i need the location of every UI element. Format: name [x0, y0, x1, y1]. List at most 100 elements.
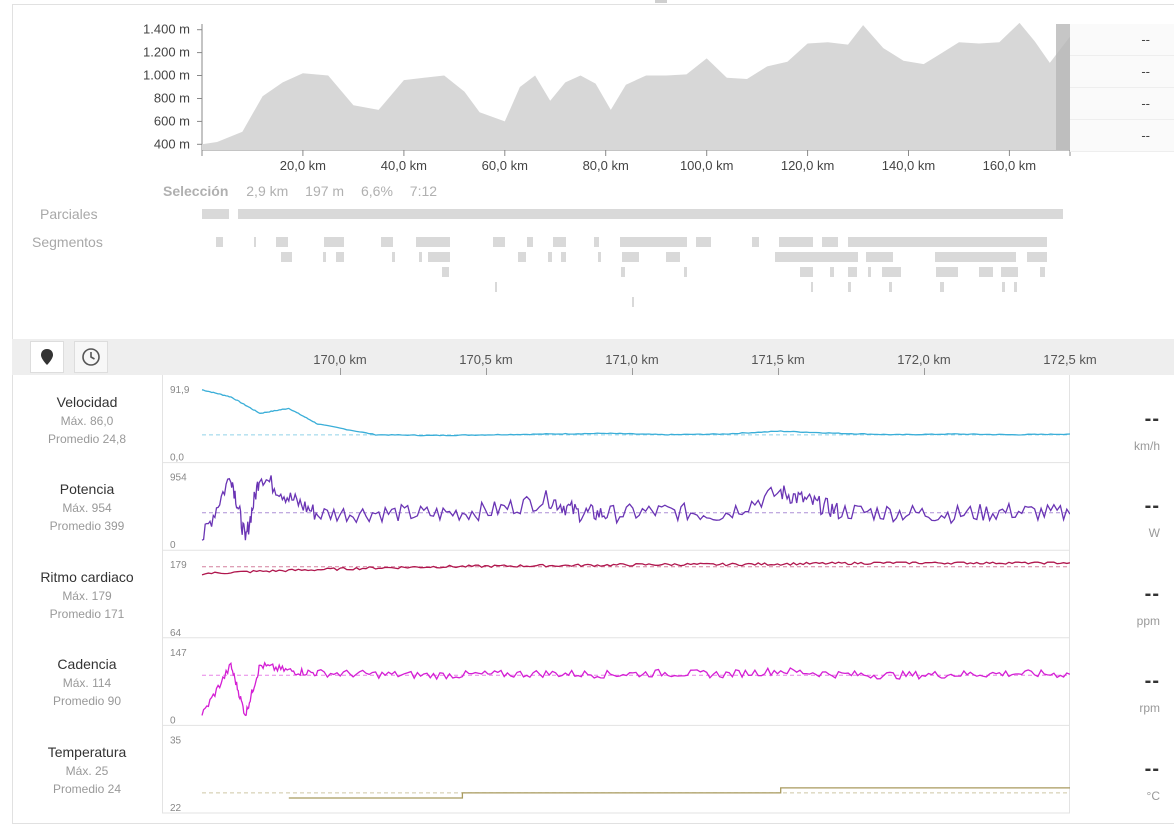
km-tick-mark [632, 368, 633, 375]
elevation-x-tick-label: 80,0 km [583, 158, 629, 173]
plot-y-min-label: 0 [170, 715, 176, 726]
segment-bar[interactable] [848, 237, 1047, 247]
plot-y-max-label: 35 [170, 735, 182, 746]
segment-bar[interactable] [598, 252, 601, 262]
segment-bar[interactable] [561, 252, 566, 262]
segment-bar[interactable] [811, 282, 813, 292]
segment-bar[interactable] [882, 267, 901, 277]
segment-bar[interactable] [666, 252, 680, 262]
power-unit: W [1148, 526, 1160, 540]
km-tick-mark [340, 368, 341, 375]
km-tick-mark [486, 368, 487, 375]
series-line-power [201, 475, 1070, 541]
segment-bar[interactable] [216, 237, 223, 247]
segment-bar[interactable] [775, 252, 858, 262]
time-view-button[interactable] [74, 341, 108, 373]
segment-bar[interactable] [696, 237, 711, 247]
elevation-x-tick-label: 160,0 km [983, 158, 1036, 173]
hr-value: -- [1144, 583, 1160, 605]
segment-bar[interactable] [548, 252, 552, 262]
segment-bar[interactable] [866, 252, 893, 262]
segment-bar[interactable] [620, 237, 687, 247]
hr-title: Ritmo cardiaco [40, 569, 134, 585]
segment-bar[interactable] [336, 252, 344, 262]
plot-y-max-label: 91,9 [170, 385, 190, 396]
temp-title: Temperatura [47, 744, 127, 760]
segment-bar[interactable] [822, 237, 838, 247]
power-value: -- [1144, 495, 1160, 517]
segment-bar[interactable] [889, 282, 892, 292]
segment-bar[interactable] [323, 252, 326, 262]
segment-bar[interactable] [495, 282, 497, 292]
segment-bar[interactable] [1014, 282, 1017, 292]
segment-bar[interactable] [281, 252, 292, 262]
speed-panel-label: Velocidad Máx. 86,0 Promedio 24,8 [12, 394, 162, 446]
segment-bar[interactable] [1002, 282, 1005, 292]
segment-bar[interactable] [621, 267, 625, 277]
plot-y-max-label: 147 [170, 648, 187, 659]
segment-bar[interactable] [830, 267, 834, 277]
segment-bar[interactable] [428, 252, 450, 262]
selection-label: Selección [163, 183, 229, 199]
km-tick-mark [778, 368, 779, 375]
segment-bar[interactable] [1027, 252, 1047, 262]
km-tick-label: 172,0 km [897, 352, 951, 367]
segment-bar[interactable] [779, 237, 813, 247]
elevation-x-tick-label: 140,0 km [882, 158, 935, 173]
temp-avg: Promedio 24 [52, 782, 122, 796]
cadence-title: Cadencia [57, 656, 117, 672]
selection-grade: 6,6% [360, 183, 393, 199]
parcial-bar[interactable] [238, 209, 1063, 219]
segment-bar[interactable] [518, 252, 526, 262]
segment-bar[interactable] [594, 237, 599, 247]
speed-title: Velocidad [56, 394, 118, 410]
hr-unit: ppm [1136, 614, 1160, 628]
cadence-avg: Promedio 90 [52, 694, 122, 708]
segment-bar[interactable] [276, 237, 288, 247]
detail-toolbar [12, 339, 1174, 375]
segment-bar[interactable] [622, 252, 639, 262]
segment-bar[interactable] [935, 252, 1016, 262]
temp-value: -- [1144, 758, 1160, 780]
segment-bar[interactable] [848, 282, 851, 292]
hr-current: -- ppm [1070, 583, 1174, 628]
segment-bar[interactable] [442, 267, 449, 277]
segment-bar[interactable] [868, 267, 871, 277]
plot-y-max-label: 179 [170, 560, 187, 571]
segment-bar[interactable] [381, 237, 393, 247]
segment-bar[interactable] [936, 267, 958, 277]
segment-bar[interactable] [1001, 267, 1018, 277]
speed-unit: km/h [1133, 439, 1160, 453]
summary-value-3: -- [1070, 88, 1174, 120]
segment-bar[interactable] [324, 237, 344, 247]
map-view-button[interactable] [30, 341, 64, 373]
parcial-bar[interactable] [202, 209, 229, 219]
segment-bar[interactable] [979, 267, 993, 277]
segment-bar[interactable] [254, 237, 256, 247]
elevation-y-tick-label: 800 m [154, 91, 190, 106]
series-line-temp [288, 787, 1070, 799]
segment-bar[interactable] [632, 297, 634, 307]
selection-highlight[interactable] [1056, 24, 1070, 150]
detail-plots[interactable]: 91,9 0,0 954 0 179 64 147 0 35 22 [162, 375, 1070, 815]
segment-bar[interactable] [752, 237, 759, 247]
hr-avg: Promedio 171 [49, 607, 125, 621]
cadence-panel-label: Cadencia Máx. 114 Promedio 90 [12, 656, 162, 708]
elevation-x-tick-label: 20,0 km [280, 158, 326, 173]
segment-bar[interactable] [553, 237, 566, 247]
elevation-chart[interactable]: 1.400 m 1.200 m 1.000 m 800 m 600 m 400 m 20,… [0, 0, 1174, 180]
segment-bar[interactable] [527, 237, 533, 247]
segment-bar[interactable] [1040, 267, 1045, 277]
segment-bar[interactable] [684, 267, 687, 277]
resize-handle[interactable] [655, 0, 667, 3]
segment-bar[interactable] [940, 282, 944, 292]
segment-bar[interactable] [392, 252, 395, 262]
segment-bar[interactable] [800, 267, 813, 277]
segment-bar[interactable] [419, 252, 422, 262]
summary-value-1: -- [1070, 24, 1174, 56]
segment-bar[interactable] [416, 237, 450, 247]
plot-y-min-label: 0 [170, 540, 176, 551]
elevation-profile-area [202, 22, 1070, 150]
segment-bar[interactable] [493, 237, 505, 247]
segment-bar[interactable] [848, 267, 857, 277]
